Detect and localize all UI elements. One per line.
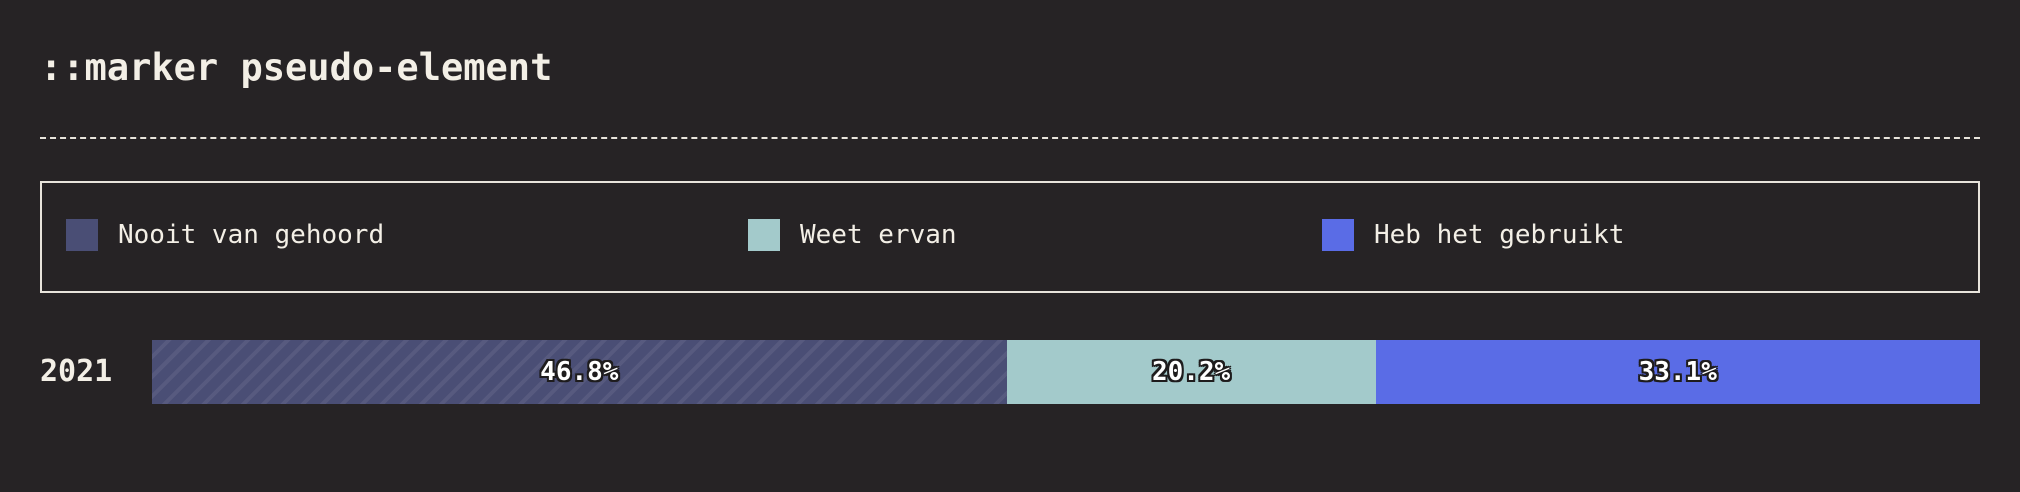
legend-item-nooit-van-gehoord: Nooit van gehoord [66,219,384,251]
legend-swatch-weet-ervan [748,219,780,251]
data-label-nooit-van-gehoord: 46.8% [540,357,619,387]
legend-swatch-heb-het-gebruikt [1322,219,1354,251]
bar-row-2021: 2021 46.8% 20.2% 33.1% [40,340,1980,404]
legend: Nooit van gehoord Weet ervan Heb het geb… [40,181,1980,293]
legend-label-heb-het-gebruikt: Heb het gebruikt [1374,220,1625,250]
divider [40,137,1980,139]
chart-title: ::marker pseudo-element [40,46,553,89]
bar-segment-heb-het-gebruikt: 33.1% [1375,340,1980,404]
legend-label-weet-ervan: Weet ervan [800,220,957,250]
legend-label-nooit-van-gehoord: Nooit van gehoord [118,220,385,250]
data-label-weet-ervan: 20.2% [1151,357,1231,387]
bar-segment-nooit-van-gehoord: 46.8% [152,340,1007,404]
legend-item-heb-het-gebruikt: Heb het gebruikt [1322,219,1624,251]
stacked-bar: 46.8% 20.2% 33.1% [152,340,1980,404]
legend-item-weet-ervan: Weet ervan [748,219,957,251]
data-label-heb-het-gebruikt: 33.1% [1638,357,1717,387]
bar-segment-weet-ervan: 20.2% [1006,340,1376,404]
legend-swatch-nooit-van-gehoord [66,219,98,251]
category-label: 2021 [40,354,113,389]
